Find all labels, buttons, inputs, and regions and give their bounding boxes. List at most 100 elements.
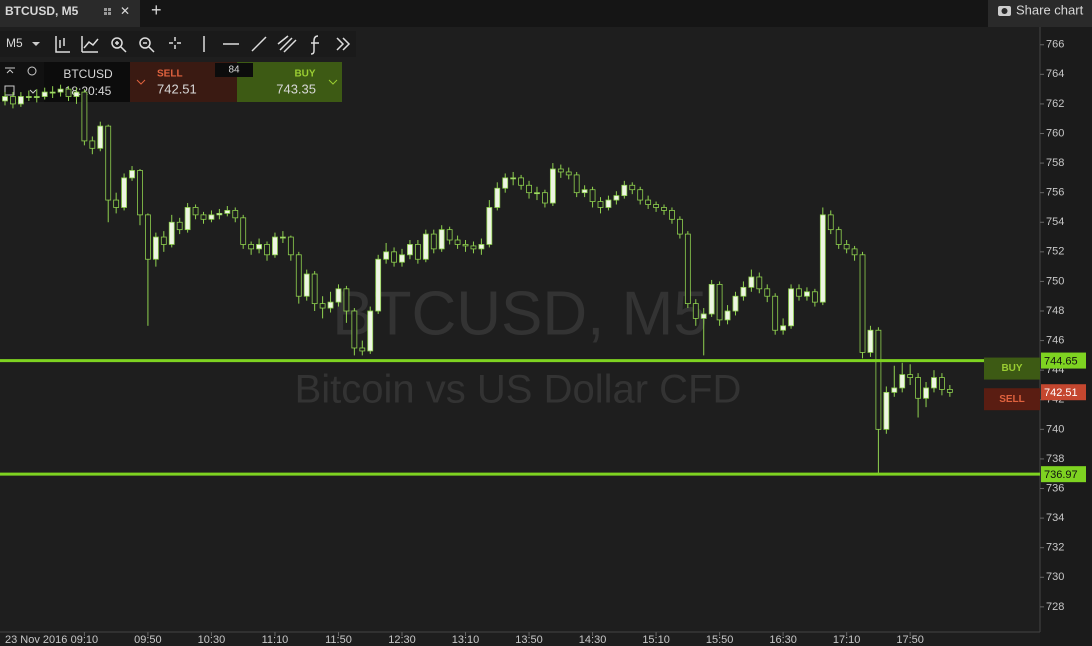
candle-body [2,96,8,102]
candle-body [843,244,850,250]
candle-body [819,214,826,303]
candle-body [184,207,191,231]
candle-body [343,288,350,312]
candle-body [17,96,24,105]
x-tick-label: 15:50 [706,634,734,646]
watermark-subtitle: Bitcoin vs US Dollar CFD [295,368,742,412]
search-icon[interactable] [27,66,37,76]
watermark-title: BTCUSD, M5 [332,279,707,348]
candle-body [867,329,874,353]
candle-body [311,273,318,305]
candle-body [375,258,382,312]
candle-body [748,276,755,288]
candle-body [772,295,779,331]
candle-body [160,236,167,245]
sell-caret-box[interactable] [130,62,150,102]
candle-body [661,207,667,211]
candle-body [518,177,524,186]
buy-caret[interactable] [328,79,338,85]
tab[interactable] [0,0,140,27]
tab-close[interactable]: ✕ [120,4,130,18]
x-date: 23 Nov 2016 [5,634,67,646]
candle-body [438,229,445,250]
candle-body [367,310,374,352]
level-value: 736.97 [1044,469,1078,481]
symbol: BTCUSD [63,67,113,81]
toolbar [0,31,356,57]
candle-body [256,244,262,250]
candle-body [931,377,937,389]
timeframe-caret[interactable] [32,42,40,46]
candle-body [542,192,548,204]
candle-body [351,310,358,349]
popout-icon[interactable] [4,85,15,96]
candle-body [534,192,540,195]
new-tab[interactable]: + [151,0,162,20]
buy-box[interactable] [237,62,342,102]
candle-body [613,195,620,201]
candle-body [796,288,802,297]
candle-body [454,239,461,245]
y-tick-label: 730 [1046,571,1064,583]
candle-body [621,184,628,197]
sell-label[interactable]: SELL [157,69,183,80]
candle-body [295,254,302,297]
candle-body [645,199,652,205]
y-tick-label: 762 [1046,98,1064,110]
candle-body [811,291,818,303]
candle-body [272,236,278,256]
candle-body [25,96,32,98]
candle-body [907,374,914,378]
candle-body [502,177,509,189]
x-tick-label: 16:30 [769,634,797,646]
candle-body [486,207,493,245]
candle-body [597,201,604,208]
candle-body [859,254,866,353]
y-tick-label: 764 [1046,68,1064,80]
candle-body [407,244,413,256]
buy-label[interactable]: BUY [294,69,315,80]
candle-body [303,273,310,297]
level-tag: BUY [1001,363,1022,374]
candle-body [677,218,683,235]
timeframe[interactable]: M5 [6,36,23,50]
candle-body [97,125,104,149]
y-tick-label: 750 [1046,275,1064,287]
y-tick-label: 754 [1046,216,1064,228]
quote-time: 18:20:45 [65,84,112,98]
x-tick-label: 14:30 [579,634,607,646]
candle-body [764,288,771,297]
buy-price[interactable]: 743.35 [276,81,316,96]
candle-body [605,199,612,208]
share-label[interactable]: Share chart [1016,2,1084,17]
candle-body [653,204,659,208]
candle-body [788,288,794,327]
y-tick-label: 760 [1046,127,1064,139]
candle-body [629,184,636,191]
candle-body [915,377,921,399]
toolbar-icons[interactable] [55,35,351,55]
candle-body [152,236,159,260]
spread-box [215,63,253,77]
candle-body [192,207,199,216]
y-tick-label: 736 [1046,482,1064,494]
sell-price[interactable]: 742.51 [157,81,197,96]
y-tick-label: 738 [1046,453,1064,465]
collapse-icon[interactable] [5,67,15,74]
tab-grid-icon[interactable] [104,8,111,15]
candle-body [462,244,469,247]
candle-body [176,221,183,231]
tab-title[interactable]: BTCUSD, M5 [5,4,79,18]
y-tick-label: 756 [1046,187,1064,199]
expand-icon[interactable] [29,89,37,94]
candle-body [565,171,572,176]
candle-body [669,210,675,220]
sell-caret[interactable] [136,79,146,85]
candle-body [414,244,421,260]
x-tick-label: 09:10 [71,634,99,646]
y-tick-label: 766 [1046,39,1064,51]
candle-body [939,377,945,390]
candle-body [835,229,842,245]
candle-body [724,310,731,321]
candle-body [327,301,334,309]
